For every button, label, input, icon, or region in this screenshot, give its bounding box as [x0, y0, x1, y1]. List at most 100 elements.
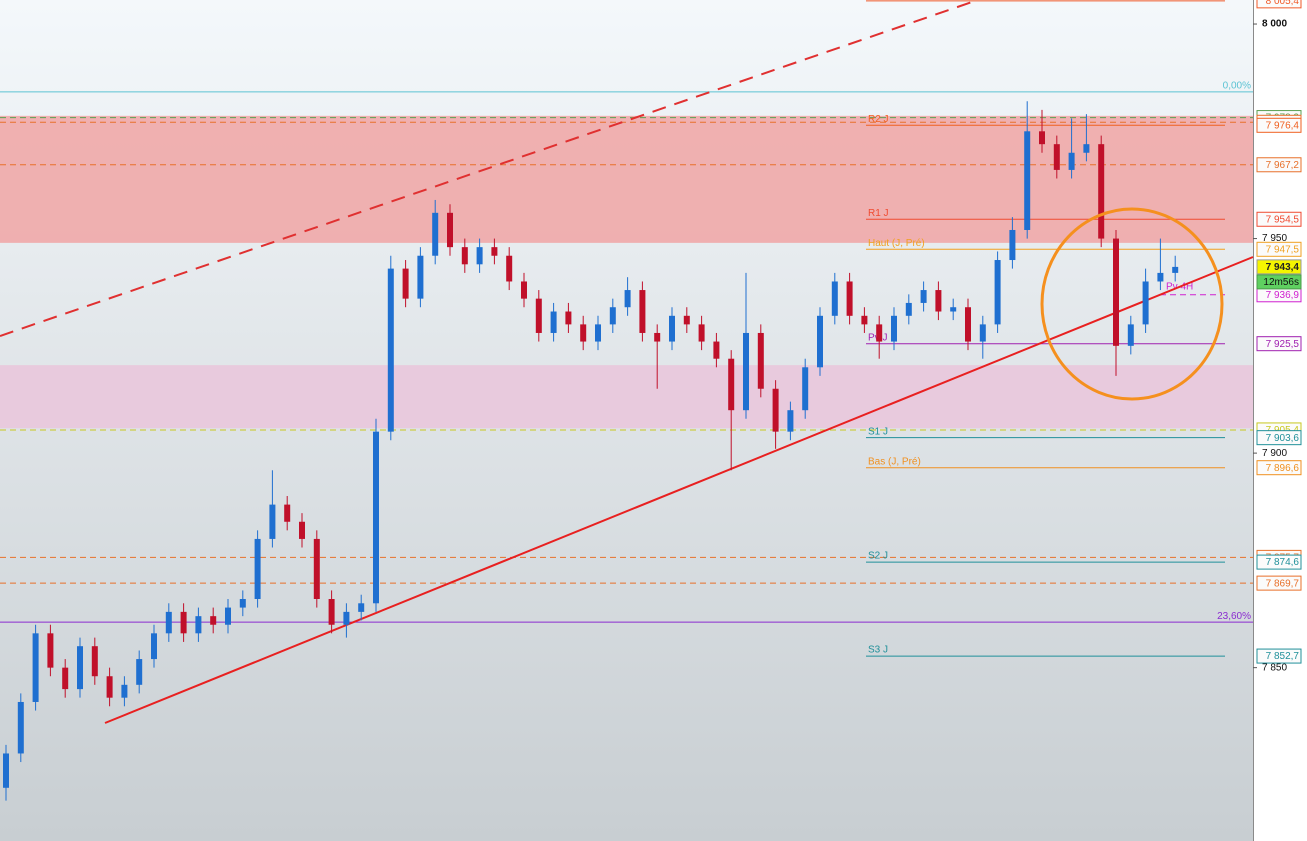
candle-body — [1157, 272, 1164, 282]
price-box-label: 7 943,4 — [1266, 262, 1300, 273]
candle-body — [47, 633, 54, 668]
candle-body — [595, 324, 601, 342]
candle-body — [343, 611, 350, 625]
fib-label: 0,00% — [1223, 80, 1251, 91]
candle-body — [77, 646, 83, 690]
candle-body — [387, 268, 394, 432]
price-box-label: 7 925,5 — [1266, 339, 1300, 350]
countdown: 12m56s — [1263, 277, 1299, 288]
countdown-box — [1256, 274, 1302, 290]
candle-body — [269, 504, 276, 539]
price-box — [1256, 460, 1302, 476]
candle-body — [461, 247, 468, 265]
price-box — [1256, 211, 1302, 227]
candle-body — [1009, 229, 1016, 261]
candle-body — [787, 410, 794, 432]
candle-body — [535, 298, 542, 333]
drawings — [0, 1, 1254, 724]
candle-body — [165, 611, 172, 634]
candle-body — [728, 358, 735, 411]
price-box-label: 7 947,5 — [1266, 244, 1300, 255]
candle-body — [891, 315, 897, 342]
trendline — [104, 256, 1254, 724]
price-box-label: 7 976,4 — [1266, 120, 1300, 131]
level-name: Haut (J, Pré) — [868, 238, 925, 249]
level-name: R2 J — [868, 114, 889, 125]
candle-body — [151, 633, 157, 660]
candle-body — [1113, 238, 1119, 346]
price-box — [1256, 0, 1302, 9]
candle-body — [180, 611, 187, 634]
candle-body — [313, 538, 320, 599]
price-box-label: 7 936,9 — [1266, 290, 1300, 301]
zone — [0, 115, 1253, 243]
price-axis-panel — [1253, 0, 1307, 841]
price-box — [1256, 117, 1302, 133]
y-tick-label: 8 000 — [1262, 19, 1287, 30]
candle-body — [91, 646, 98, 677]
candle-body — [905, 302, 912, 316]
candle-body — [831, 281, 838, 316]
candle-body — [994, 260, 1001, 325]
price-box-label: 7 967,2 — [1266, 160, 1300, 171]
candle-body — [802, 367, 809, 411]
candle-body — [1068, 152, 1075, 170]
candle-body — [550, 311, 557, 333]
price-box-label: 8 005,4 — [1266, 0, 1300, 7]
zone — [0, 365, 1253, 429]
y-tick-label: 7 850 — [1262, 662, 1287, 673]
candle-body — [1127, 324, 1134, 346]
candle-body — [1142, 281, 1149, 325]
price-box — [1256, 554, 1302, 570]
dashed-trendline — [0, 1, 973, 337]
price-box-label: 7 869,7 — [1266, 578, 1300, 589]
candle-body — [846, 281, 853, 316]
y-tick-label: 7 900 — [1262, 448, 1287, 459]
y-tick-label: 7 950 — [1262, 233, 1287, 244]
candle-body — [358, 603, 365, 612]
candle-body — [284, 504, 291, 522]
candle-body — [328, 598, 335, 625]
candle-body — [1024, 131, 1031, 230]
candle-body — [32, 633, 39, 702]
candle-body — [402, 268, 409, 299]
candle-body — [580, 324, 587, 342]
price-box-label: 7 874,6 — [1266, 557, 1300, 568]
candle-body — [817, 315, 823, 368]
candle-body — [1098, 144, 1105, 239]
candle-body — [876, 324, 883, 342]
price-box-label: 7 852,7 — [1266, 651, 1300, 662]
candle-body — [772, 388, 779, 432]
candle-body — [639, 290, 646, 333]
price-axis: 8 005,47 978,27 977,17 976,47 967,27 954… — [1253, 0, 1302, 673]
candle-body — [654, 332, 661, 342]
candle-body — [491, 247, 498, 256]
candle-body — [979, 324, 986, 342]
candle-body — [521, 281, 527, 299]
candle-body — [1172, 266, 1179, 273]
candle-body — [195, 616, 202, 634]
candle-body — [950, 307, 957, 312]
price-box — [1256, 157, 1302, 173]
candle-body — [713, 341, 720, 359]
level-name: R1 J — [868, 208, 889, 219]
fib-label: 23,60% — [1217, 611, 1251, 622]
candle-body — [1053, 144, 1060, 170]
candle-body — [965, 307, 971, 342]
candle-body — [17, 701, 24, 754]
candle-body — [1083, 144, 1090, 153]
candle-body — [476, 247, 483, 265]
candle-body — [225, 607, 231, 625]
candle-body — [62, 667, 69, 690]
price-box — [1256, 648, 1302, 664]
candle-body — [506, 255, 513, 282]
candle-body — [624, 290, 631, 308]
candle-body — [239, 598, 246, 608]
price-box — [1256, 336, 1302, 352]
price-box-label: 7 896,6 — [1266, 463, 1300, 474]
level-name: S2 J — [868, 551, 888, 562]
candle-body — [432, 212, 439, 256]
price-box-label: 7 903,6 — [1266, 433, 1300, 444]
